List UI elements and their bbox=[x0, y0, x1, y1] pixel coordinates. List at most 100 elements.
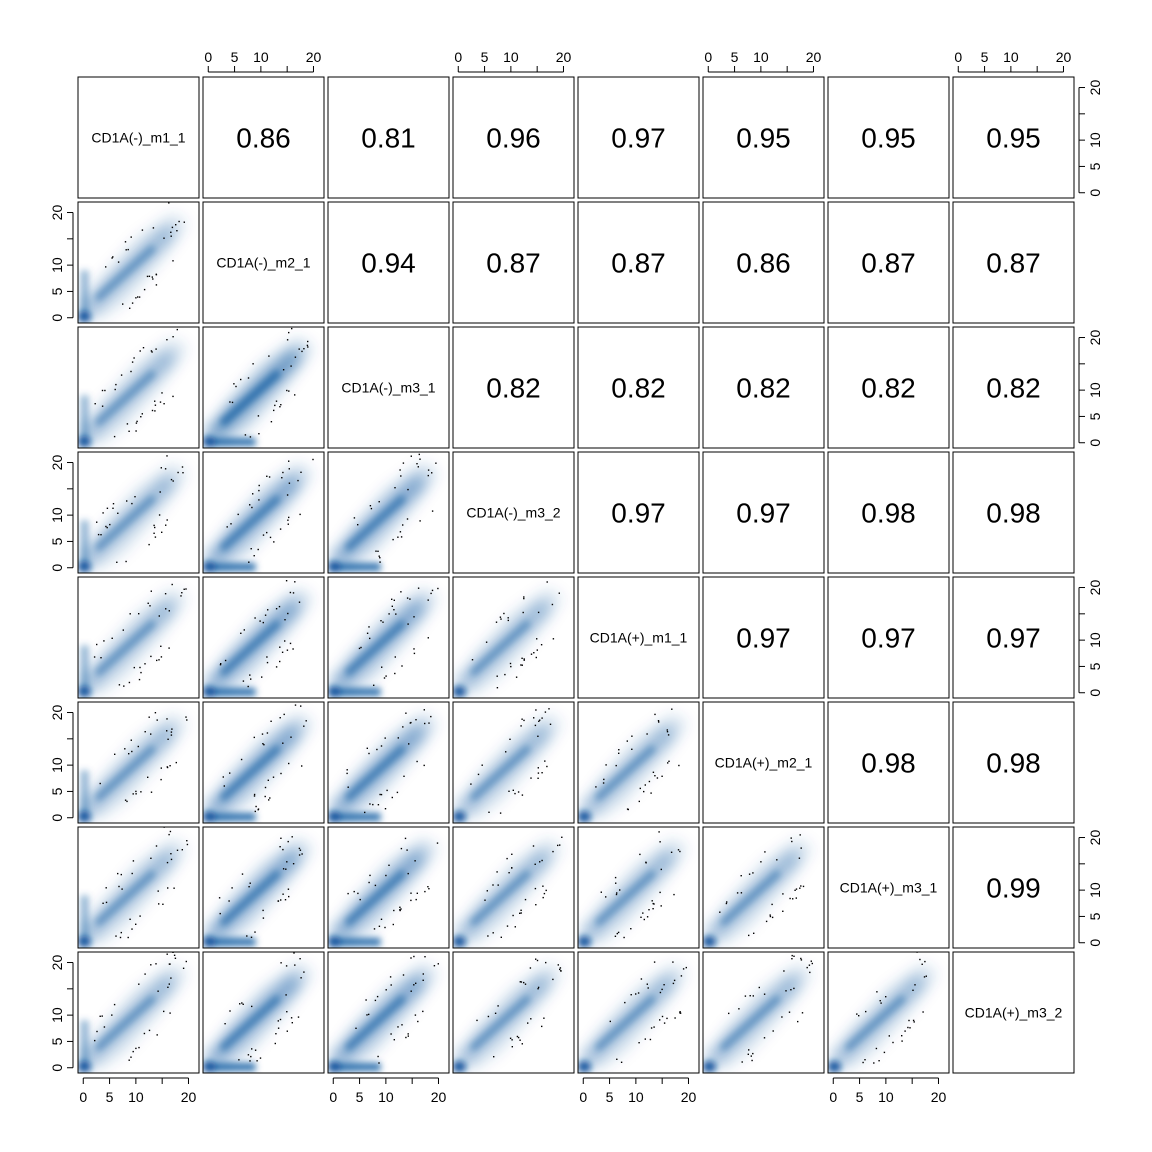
panel-5-0 bbox=[77, 701, 200, 824]
panel-2-4: 0.82 bbox=[577, 326, 700, 449]
panel-1-7: 0.87 bbox=[952, 201, 1075, 324]
panel-2-3: 0.82 bbox=[452, 326, 575, 449]
density-panel-frame bbox=[327, 701, 450, 824]
y-tick-label: 5 bbox=[49, 1037, 65, 1045]
panel-7-7: CD1A(+)_m3_2 bbox=[952, 951, 1075, 1074]
correlation-value: 0.94 bbox=[361, 248, 416, 279]
density-zero-column bbox=[80, 270, 89, 318]
density-panel-frame bbox=[77, 451, 200, 574]
outlier-points bbox=[218, 836, 303, 938]
diagonal-panel-frame bbox=[327, 326, 450, 449]
correlation-value: 0.81 bbox=[361, 123, 416, 154]
y-tick-label: 20 bbox=[1087, 580, 1103, 596]
density-panel-frame bbox=[202, 951, 325, 1074]
correlation-value: 0.97 bbox=[736, 623, 791, 654]
y-tick-label: 20 bbox=[49, 455, 65, 471]
panel-4-0 bbox=[77, 576, 200, 699]
density-zero-blob bbox=[453, 810, 467, 823]
density-zero-blob bbox=[453, 935, 467, 948]
density-core bbox=[220, 870, 281, 926]
y-tick-label: 20 bbox=[49, 955, 65, 971]
density-panel-frame bbox=[77, 701, 200, 824]
y-tick-label: 0 bbox=[1087, 439, 1103, 447]
y-tick-label: 5 bbox=[1087, 162, 1103, 170]
correlation-panel-frame bbox=[952, 326, 1075, 449]
y-tick-label: 10 bbox=[1087, 632, 1103, 648]
density-core bbox=[345, 495, 406, 551]
density-zero-blob bbox=[703, 1060, 717, 1073]
diagonal-panel-frame bbox=[702, 701, 825, 824]
density-panel-frame bbox=[577, 826, 700, 949]
density-core bbox=[345, 870, 406, 926]
y-tick-label: 20 bbox=[49, 205, 65, 221]
density-core bbox=[345, 620, 406, 676]
x-tick-label: 10 bbox=[628, 1089, 644, 1105]
x-tick-label: 10 bbox=[128, 1089, 144, 1105]
correlation-panel-frame bbox=[952, 701, 1075, 824]
panel-6-5 bbox=[702, 826, 825, 949]
x-tick-label: 0 bbox=[954, 49, 962, 65]
outlier-points bbox=[94, 328, 178, 438]
x-tick-label: 10 bbox=[1003, 49, 1019, 65]
density-core bbox=[95, 745, 156, 801]
correlation-panel-frame bbox=[827, 76, 950, 199]
density-zero-band bbox=[208, 1063, 256, 1072]
panel-7-6 bbox=[827, 951, 950, 1074]
density-core bbox=[345, 995, 406, 1051]
panel-4-1 bbox=[202, 576, 325, 699]
outlier-points bbox=[856, 952, 927, 1064]
panel-6-0 bbox=[77, 826, 200, 949]
panel-2-7: 0.82 bbox=[952, 326, 1075, 449]
density-panel-frame bbox=[77, 951, 200, 1074]
panel-2-1 bbox=[202, 326, 325, 449]
panel-5-7: 0.98 bbox=[952, 701, 1075, 824]
correlation-value: 0.86 bbox=[736, 248, 791, 279]
variable-label: CD1A(-)_m3_2 bbox=[466, 505, 560, 521]
correlation-value: 0.87 bbox=[611, 248, 666, 279]
panel-5-1 bbox=[202, 701, 325, 824]
correlation-panel-frame bbox=[702, 576, 825, 699]
density-panel-frame bbox=[327, 951, 450, 1074]
correlation-panel-frame bbox=[952, 451, 1075, 574]
panel-5-2 bbox=[327, 701, 450, 824]
density-zero-blob bbox=[828, 1060, 842, 1073]
variable-label: CD1A(-)_m1_1 bbox=[91, 130, 185, 146]
density-core bbox=[95, 245, 156, 301]
density-zero-column bbox=[80, 770, 89, 818]
density-zero-band bbox=[208, 563, 256, 572]
correlation-value: 0.98 bbox=[986, 498, 1041, 529]
outlier-points bbox=[470, 702, 552, 814]
panel-6-3 bbox=[452, 826, 575, 949]
x-tick-label: 10 bbox=[503, 49, 519, 65]
panel-1-4: 0.87 bbox=[577, 201, 700, 324]
density-core bbox=[95, 620, 156, 676]
y-tick-label: 10 bbox=[49, 507, 65, 523]
outlier-points bbox=[595, 708, 680, 811]
x-tick-label: 5 bbox=[231, 49, 239, 65]
correlation-value: 0.95 bbox=[736, 123, 791, 154]
density-panel-frame bbox=[77, 826, 200, 949]
x-tick-label: 0 bbox=[204, 49, 212, 65]
density-core bbox=[470, 745, 531, 801]
density-panel-frame bbox=[202, 826, 325, 949]
panel-2-6: 0.82 bbox=[827, 326, 950, 449]
panel-7-1 bbox=[202, 951, 325, 1074]
density-core bbox=[470, 870, 531, 926]
density-zero-blob bbox=[453, 1060, 467, 1073]
correlation-panel-frame bbox=[702, 326, 825, 449]
variable-label: CD1A(+)_m2_1 bbox=[715, 755, 813, 771]
panel-3-1 bbox=[202, 451, 325, 574]
correlation-value: 0.98 bbox=[861, 498, 916, 529]
correlation-panel-frame bbox=[827, 326, 950, 449]
panel-0-3: 0.96 bbox=[452, 76, 575, 199]
outlier-points bbox=[355, 955, 439, 1064]
x-tick-label: 20 bbox=[931, 1089, 947, 1105]
density-zero-band bbox=[208, 688, 256, 697]
density-zero-blob bbox=[703, 935, 717, 948]
panel-3-2 bbox=[327, 451, 450, 574]
correlation-value: 0.82 bbox=[486, 373, 541, 404]
y-tick-label: 0 bbox=[1087, 689, 1103, 697]
density-zero-column bbox=[80, 395, 89, 443]
x-tick-label: 10 bbox=[753, 49, 769, 65]
panel-1-6: 0.87 bbox=[827, 201, 950, 324]
